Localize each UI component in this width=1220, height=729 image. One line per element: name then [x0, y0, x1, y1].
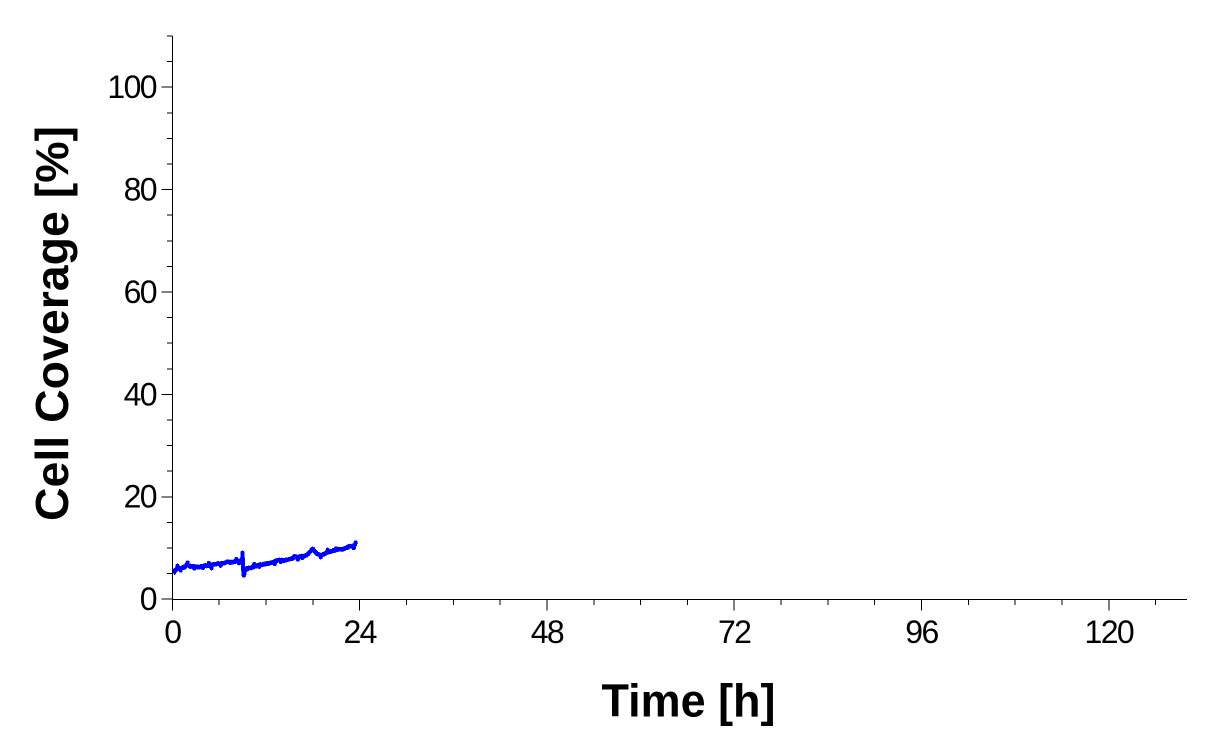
svg-text:72: 72: [718, 614, 751, 650]
svg-text:0: 0: [140, 581, 157, 617]
svg-text:48: 48: [531, 614, 564, 650]
svg-text:Cell Coverage [%]: Cell Coverage [%]: [26, 126, 78, 521]
svg-text:80: 80: [124, 172, 157, 208]
svg-text:20: 20: [124, 479, 157, 515]
svg-text:Time [h]: Time [h]: [602, 675, 776, 727]
svg-text:100: 100: [107, 69, 156, 105]
svg-text:40: 40: [124, 376, 157, 412]
svg-text:120: 120: [1085, 614, 1134, 650]
svg-text:24: 24: [343, 614, 376, 650]
svg-text:0: 0: [164, 614, 181, 650]
svg-text:60: 60: [124, 274, 157, 310]
svg-text:96: 96: [905, 614, 938, 650]
